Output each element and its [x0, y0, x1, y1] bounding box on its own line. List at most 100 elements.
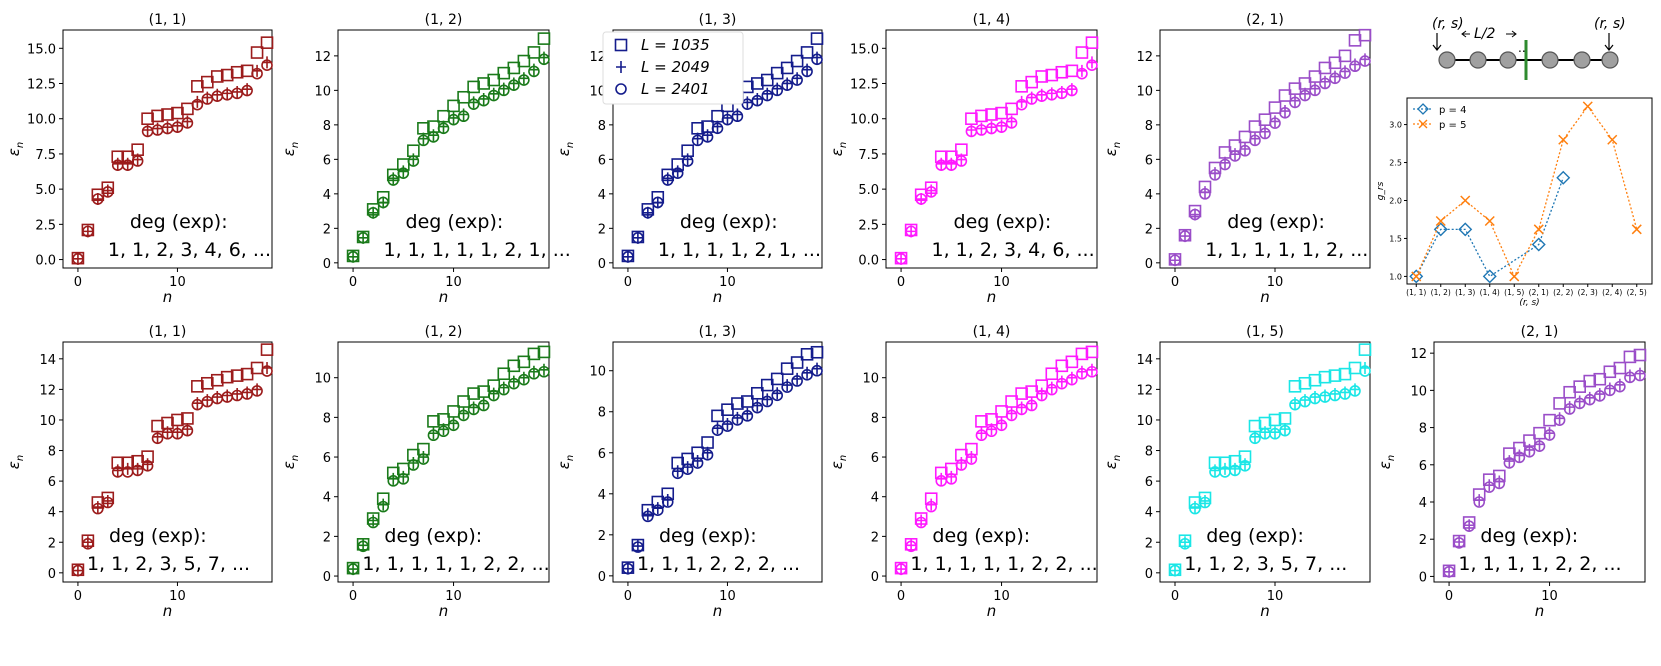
point-s3-n7	[141, 460, 154, 472]
point-s3-n1	[1453, 537, 1465, 549]
point-s1-n11	[1278, 89, 1292, 102]
inset-point-1	[1482, 269, 1497, 284]
x-tick-label: 0	[74, 275, 82, 290]
y-axis-label: εn	[828, 455, 849, 469]
point-s1-n12	[741, 395, 754, 408]
point-s3-n19	[1359, 55, 1371, 67]
y-tick-label: 2	[598, 222, 606, 237]
point-s3-n2	[367, 207, 379, 219]
x-tick-label: 0	[624, 589, 632, 604]
point-s3-n10	[1543, 429, 1556, 441]
y-axis-label: εn	[828, 142, 849, 156]
point-s1-n19	[810, 32, 824, 45]
legend-label-3: L = 2401	[641, 80, 710, 98]
y-tick-label: 8	[871, 411, 879, 426]
right-label: (r, s)	[1594, 16, 1626, 32]
point-s3-n0	[622, 562, 634, 575]
y-tick-label: 6	[1145, 153, 1153, 168]
point-s3-n10	[447, 419, 460, 432]
point-s3-n2	[915, 516, 927, 529]
point-s3-n18	[528, 65, 540, 78]
inset-legend-marker-2	[1418, 119, 1428, 129]
legend-label-1: L = 1035	[641, 36, 710, 54]
point-s3-n4	[1483, 481, 1496, 493]
x-tick-label: 10	[993, 589, 1010, 604]
point-s3-n9	[711, 122, 724, 135]
y-tick-label: 12	[314, 50, 331, 65]
inset-x-tick-label: (1, 5)	[1504, 288, 1524, 297]
inset-frame	[1406, 97, 1653, 285]
point-s1-n19	[1358, 28, 1372, 42]
point-s1-n11	[457, 90, 470, 104]
point-s3-n13	[751, 401, 764, 414]
y-tick-label: 0	[598, 257, 606, 272]
y-tick-label: 4	[1145, 188, 1153, 203]
x-axis-label: n	[163, 602, 173, 620]
point-s3-n11	[1005, 409, 1018, 422]
point-s3-n0	[1443, 565, 1455, 578]
y-axis-label-symbol: ε	[1376, 461, 1394, 469]
x-tick-label: 10	[1267, 589, 1284, 604]
point-s3-n0	[347, 563, 359, 575]
point-s2-n3	[652, 502, 663, 515]
point-s1-n9	[437, 109, 450, 123]
point-s2-n0	[622, 250, 633, 263]
point-s3-n7	[691, 457, 704, 469]
y-tick-label: 2	[1145, 222, 1153, 237]
point-s1-n14	[487, 73, 501, 87]
point-s2-n4	[1484, 479, 1495, 492]
point-s2-n7	[966, 451, 977, 464]
point-s2-n7	[418, 451, 429, 464]
point-s2-n0	[622, 562, 633, 575]
chain-site	[1469, 51, 1487, 69]
y-tick-label: 0	[323, 570, 331, 585]
point-s3-n12	[467, 403, 480, 416]
point-s1-n19	[1358, 343, 1372, 356]
y-tick-label: 10	[589, 365, 606, 380]
point-s2-n0	[72, 564, 83, 577]
plot-frame	[1159, 29, 1371, 269]
point-s1-n15	[1045, 367, 1059, 381]
y-tick-label: 0	[1145, 257, 1153, 272]
point-s3-n18	[1349, 385, 1361, 397]
point-s3-n7	[965, 453, 978, 465]
point-s1-n13	[477, 77, 490, 90]
panel-4: (1, 4)0.02.55.07.510.012.515.00 10nεndeg …	[828, 12, 1099, 306]
point-s1-n9	[985, 108, 998, 121]
point-s3-n5	[945, 159, 958, 171]
plot-frame	[1159, 341, 1371, 583]
point-s1-n19	[537, 345, 551, 359]
y-axis-label-sub: n	[1112, 455, 1123, 461]
point-s2-n11	[1554, 412, 1565, 425]
inset-point-1	[1433, 222, 1448, 237]
point-s2-n3	[378, 196, 389, 209]
point-s3-n2	[367, 516, 379, 529]
y-tick-label: 2	[598, 529, 606, 544]
point-s3-n13	[201, 395, 214, 408]
point-s1-n10	[171, 413, 184, 427]
half-length-label: L/2	[1474, 26, 1496, 42]
point-s3-n14	[1583, 393, 1596, 406]
point-s1-n17	[1613, 361, 1627, 375]
inset-legend-marker-1	[1417, 103, 1429, 115]
point-s3-n19	[538, 365, 550, 378]
panel-title: (1, 5)	[1246, 324, 1284, 340]
degeneracy-title: deg (exp):	[1227, 211, 1325, 233]
point-s3-n0	[1169, 564, 1181, 577]
inset-y-tick-label: 1.5	[1389, 234, 1402, 243]
point-s2-n12	[468, 401, 479, 414]
inset-point-1	[1409, 269, 1424, 284]
y-tick-label: 0.0	[858, 254, 879, 269]
inset-legend-label-1: p = 4	[1439, 105, 1466, 116]
y-tick-label: 7.5	[35, 148, 56, 163]
point-s2-n0	[1444, 565, 1455, 578]
point-s3-n11	[731, 110, 744, 123]
point-s3-n8	[701, 449, 714, 461]
x-tick-label: 0	[74, 589, 82, 604]
point-s3-n14	[487, 89, 500, 102]
point-s1-n17	[517, 54, 531, 68]
y-tick-label: 4	[323, 491, 331, 506]
point-s2-n17	[1066, 371, 1077, 384]
point-s1-n18	[800, 46, 814, 59]
point-s2-n9	[1534, 438, 1545, 451]
